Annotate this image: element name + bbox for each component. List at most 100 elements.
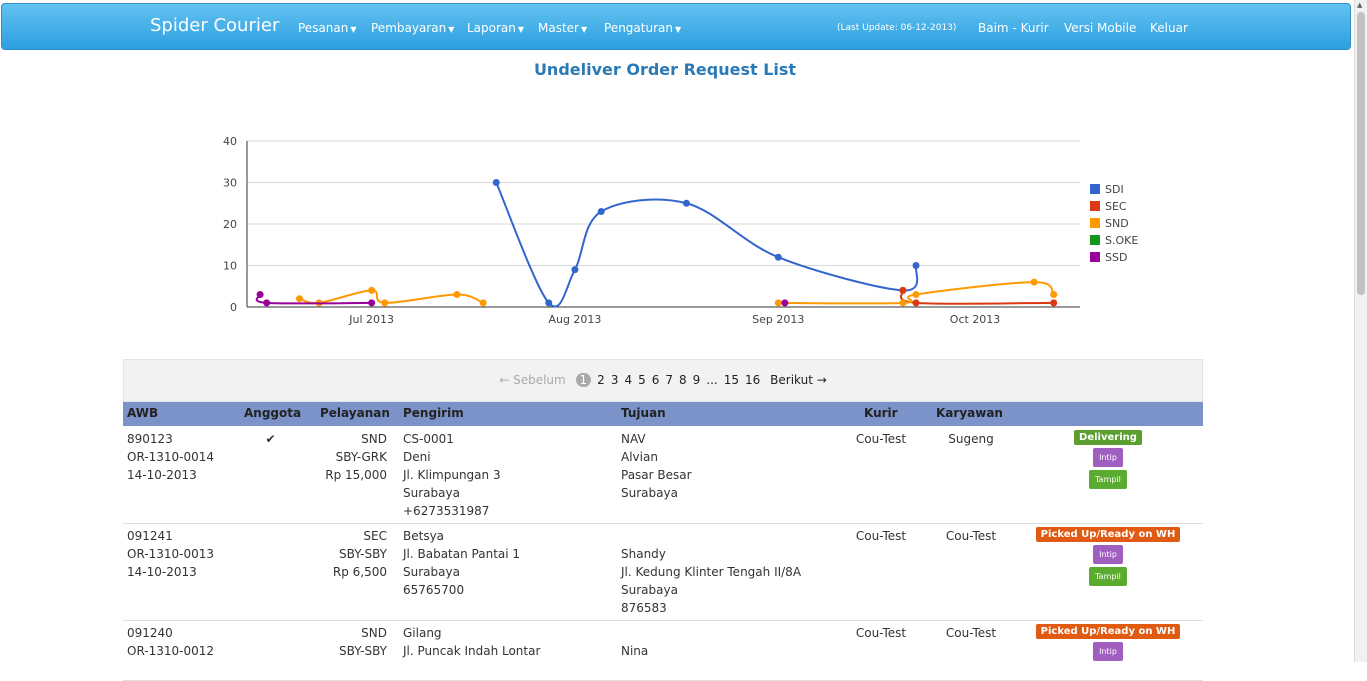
legend-label[interactable]: SEC xyxy=(1105,200,1127,213)
page-link-8[interactable]: 8 xyxy=(679,373,687,387)
menu-label: Laporan xyxy=(467,21,516,35)
header-awb[interactable]: AWB xyxy=(127,406,159,420)
next-page-link[interactable]: Berikut → xyxy=(770,373,827,387)
menu-label: Master xyxy=(538,21,579,35)
page-link-3[interactable]: 3 xyxy=(610,373,619,387)
data-point-sdi[interactable] xyxy=(912,262,920,269)
data-point-sdi[interactable] xyxy=(774,253,782,261)
legend-label[interactable]: SND xyxy=(1105,217,1129,230)
data-point-snd[interactable] xyxy=(453,291,461,299)
row-actions: Delivering Intip Tampil xyxy=(1023,430,1193,489)
menu-label: Pesanan xyxy=(298,21,349,35)
legend-label[interactable]: S.OKE xyxy=(1105,234,1138,247)
mobile-version-link[interactable]: Versi Mobile xyxy=(1064,21,1137,35)
pagination-ellipsis: ... xyxy=(706,373,718,387)
cell-pelayanan: SND SBY-GRK Rp 15,000 xyxy=(303,430,387,484)
legend-label[interactable]: SDI xyxy=(1105,183,1124,196)
legend-label[interactable]: SSD xyxy=(1105,251,1127,264)
page-link-4[interactable]: 4 xyxy=(624,373,633,387)
data-point-ssd[interactable] xyxy=(256,291,264,299)
data-point-ssd[interactable] xyxy=(781,299,789,307)
cell-tujuan-line: NAV xyxy=(621,432,646,446)
intip-button[interactable]: Intip xyxy=(1093,545,1123,564)
intip-button[interactable]: Intip xyxy=(1093,448,1123,467)
data-point-snd[interactable] xyxy=(1050,291,1058,299)
header-tujuan[interactable]: Tujuan xyxy=(621,406,666,420)
cell-pengirim: Betsya Jl. Babatan Pantai 1 Surabaya 657657… xyxy=(403,527,520,599)
cell-pengirim-line: Surabaya xyxy=(403,486,460,500)
data-point-sec[interactable] xyxy=(899,286,907,294)
data-point-snd[interactable] xyxy=(899,299,907,307)
data-point-ssd[interactable] xyxy=(263,299,271,307)
menu-pesanan[interactable]: Pesanan ▼ xyxy=(298,21,357,35)
data-point-sdi[interactable] xyxy=(597,208,605,216)
page-link-15[interactable]: 15 xyxy=(723,373,740,387)
cell-pengirim-line: 65765700 xyxy=(403,583,465,597)
page-link-5[interactable]: 5 xyxy=(638,373,646,387)
tampil-button[interactable]: Tampil xyxy=(1089,470,1127,489)
page-link-9[interactable]: 9 xyxy=(692,373,701,387)
page-link-6[interactable]: 6 xyxy=(651,373,660,387)
data-point-sdi[interactable] xyxy=(682,199,690,207)
cell-pelayanan-line: SND xyxy=(361,432,387,446)
data-point-snd[interactable] xyxy=(912,291,920,299)
header-anggota[interactable]: Anggota xyxy=(244,406,302,420)
last-update-text: (Last Update: 06-12-2013) xyxy=(837,23,957,33)
cell-tujuan-line: Nina xyxy=(621,644,649,658)
cell-karyawan: Cou-Test xyxy=(945,626,997,640)
cell-kurir: Cou-Test xyxy=(855,432,907,446)
page-scrollbar[interactable]: ▲ xyxy=(1354,0,1367,662)
data-point-snd[interactable] xyxy=(381,299,389,307)
cell-tujuan: Nina xyxy=(621,624,648,660)
menu-label: Pembayaran xyxy=(371,21,447,35)
page-link-2[interactable]: 2 xyxy=(597,373,605,387)
scroll-up-icon[interactable]: ▲ xyxy=(1357,1,1363,9)
brand-logo[interactable]: Spider Courier xyxy=(150,15,280,36)
tampil-button[interactable]: Tampil xyxy=(1089,567,1127,586)
data-point-sdi[interactable] xyxy=(545,299,553,307)
legend-swatch xyxy=(1090,201,1100,211)
data-point-sec[interactable] xyxy=(912,299,920,307)
data-point-snd[interactable] xyxy=(1030,278,1038,286)
header-pelayanan[interactable]: Pelayanan xyxy=(320,406,390,420)
cell-karyawan: Cou-Test xyxy=(945,529,997,543)
scrollbar-thumb[interactable] xyxy=(1357,12,1365,295)
cell-tujuan-line xyxy=(621,624,648,642)
status-badge: Picked Up/Ready on WH xyxy=(1035,624,1181,639)
data-point-ssd[interactable] xyxy=(368,299,376,307)
data-point-snd[interactable] xyxy=(368,286,376,294)
cell-tujuan-line: Shandy xyxy=(621,547,666,561)
cell-pelayanan: SND SBY-SBY xyxy=(303,624,387,660)
data-point-sec[interactable] xyxy=(1050,299,1058,307)
menu-master[interactable]: Master ▼ xyxy=(538,21,587,35)
cell-pelayanan-line: SND xyxy=(361,626,387,640)
cell-awb-line: 890123 xyxy=(127,432,173,446)
data-point-sdi[interactable] xyxy=(571,266,579,274)
cell-awb-line: 091240 xyxy=(127,626,173,640)
intip-button[interactable]: Intip xyxy=(1093,642,1123,661)
logout-link[interactable]: Keluar xyxy=(1150,21,1188,35)
cell-pelayanan-line: SEC xyxy=(363,529,387,543)
cell-awb: 091240 OR-1310-0012 xyxy=(127,624,214,660)
cell-tujuan-line xyxy=(621,527,801,545)
menu-pengaturan[interactable]: Pengaturan ▼ xyxy=(604,21,681,35)
cell-awb-line: OR-1310-0013 xyxy=(127,547,215,561)
page-link-1[interactable]: 1 xyxy=(575,373,592,387)
cell-awb-line: 091241 xyxy=(127,529,173,543)
data-point-snd[interactable] xyxy=(295,295,303,303)
caret-down-icon: ▼ xyxy=(580,25,588,34)
cell-tujuan-line: Pasar Besar xyxy=(621,468,692,482)
data-point-sdi[interactable] xyxy=(492,179,500,186)
cell-karyawan: Sugeng xyxy=(948,432,994,446)
data-point-snd[interactable] xyxy=(479,299,487,307)
page-link-16[interactable]: 16 xyxy=(745,373,761,387)
header-kurir[interactable]: Kurir xyxy=(864,406,898,420)
cell-pelayanan-line: Rp 6,500 xyxy=(332,565,387,579)
menu-pembayaran[interactable]: Pembayaran ▼ xyxy=(371,21,454,35)
header-pengirim[interactable]: Pengirim xyxy=(403,406,464,420)
header-karyawan[interactable]: Karyawan xyxy=(936,406,1003,420)
page-link-7[interactable]: 7 xyxy=(665,373,674,387)
user-menu[interactable]: Baim - Kurir xyxy=(978,21,1049,35)
menu-laporan[interactable]: Laporan ▼ xyxy=(467,21,524,35)
data-point-snd[interactable] xyxy=(774,299,782,307)
